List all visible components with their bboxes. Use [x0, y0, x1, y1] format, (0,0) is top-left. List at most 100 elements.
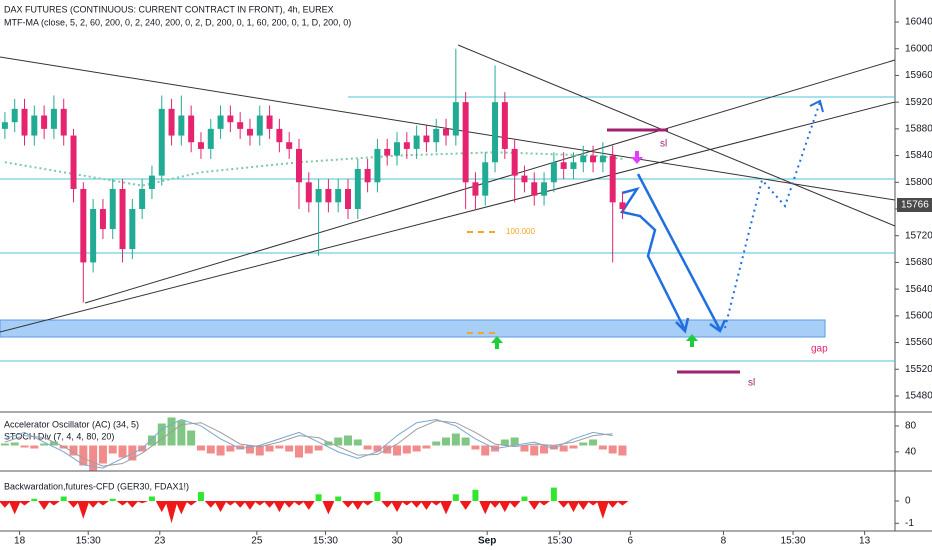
candle-body: [237, 122, 244, 129]
hist-spike: [136, 501, 149, 504]
candle-body: [541, 182, 548, 196]
candle-body: [374, 148, 381, 183]
hist-spike: [381, 501, 394, 508]
ac-bar: [530, 445, 539, 456]
indicator-label: STOCH Div (7, 4, 4, 80, 20): [4, 431, 114, 441]
hist-spike: [185, 501, 198, 506]
candle-body: [227, 115, 234, 123]
ac-bar: [481, 445, 490, 456]
y-tick-label: 15520: [905, 364, 932, 375]
x-tick-label: 8: [721, 536, 727, 547]
candle-body: [501, 102, 508, 149]
hist-bar: [148, 496, 155, 501]
candle-body: [521, 175, 528, 183]
hist-spike: [391, 501, 404, 513]
hist-spike: [606, 501, 619, 508]
ac-bar: [236, 445, 245, 450]
candle-body: [41, 115, 48, 129]
ac-bar: [344, 435, 353, 446]
hist-spike: [234, 501, 247, 508]
trend-line: [84, 59, 896, 304]
candle-body: [462, 102, 469, 183]
candle-body: [80, 188, 87, 263]
candle-body: [590, 155, 597, 163]
projection-dotted: [724, 101, 821, 329]
ac-bar: [334, 437, 343, 446]
trend-line: [0, 101, 896, 333]
hist-spike: [567, 501, 580, 513]
x-tick-label: 25: [251, 536, 263, 547]
hist-bar: [109, 498, 116, 501]
candle-body: [90, 209, 97, 263]
hist-spike: [165, 501, 178, 524]
candle-body: [109, 188, 116, 230]
y-tick-label: 15480: [905, 391, 932, 402]
annotation-label: gap: [811, 344, 828, 355]
annotation-label: sl: [748, 378, 755, 389]
ac-bar: [471, 445, 480, 450]
hist-spike: [342, 501, 355, 508]
y-tick-label: 80: [905, 421, 917, 432]
hist-spike: [18, 501, 31, 506]
ac-bar: [618, 445, 627, 456]
hist-spike: [283, 501, 296, 508]
hist-spike: [596, 501, 609, 519]
fib-label: 100.000: [506, 227, 535, 236]
candle-body: [580, 155, 587, 163]
y-tick-label: 40: [905, 447, 917, 458]
hist-spike: [587, 501, 600, 506]
hist-spike: [87, 501, 100, 508]
hist-spike: [77, 501, 90, 519]
ac-bar: [363, 445, 372, 450]
candle-body: [531, 182, 538, 196]
hist-spike: [0, 501, 11, 508]
ac-bar: [451, 433, 460, 446]
ac-bar: [540, 445, 549, 454]
y-tick-label: 16040: [905, 17, 932, 28]
candle-body: [168, 108, 175, 136]
candle-body: [188, 115, 195, 143]
y-tick-label: 15960: [905, 70, 932, 81]
candle-body: [1, 122, 8, 129]
hist-spike: [243, 501, 256, 510]
candle-body: [158, 108, 165, 176]
candle-body: [609, 155, 616, 203]
hist-spike: [420, 501, 433, 510]
arrow-head: [809, 99, 824, 113]
trend-line: [457, 44, 896, 227]
x-tick-label: 15:30: [781, 536, 806, 547]
hist-bar: [31, 498, 38, 501]
ac-bar: [500, 439, 509, 446]
hist-spike: [214, 501, 227, 513]
ac-bar: [98, 445, 107, 464]
hist-bar: [60, 496, 67, 501]
projection-arrow: [619, 186, 687, 331]
candle-body: [315, 188, 322, 203]
hist-spike: [116, 501, 129, 506]
ac-bar: [510, 437, 519, 446]
hist-bar: [197, 492, 204, 501]
y-tick-label: 15600: [905, 310, 932, 321]
hist-bar: [472, 489, 479, 501]
ac-bar: [157, 423, 166, 446]
x-tick-label: 15:30: [76, 536, 101, 547]
ac-bar: [40, 443, 49, 446]
hist-spike: [253, 501, 266, 506]
candle-body: [560, 162, 567, 169]
candle-body: [413, 135, 420, 149]
ac-bar: [314, 445, 323, 451]
candle-body: [335, 188, 342, 203]
hist-spike: [498, 501, 511, 513]
hist-spike: [508, 501, 521, 508]
last-price-label: 15766: [901, 200, 929, 211]
ac-bar: [30, 445, 39, 449]
hist-spike: [410, 501, 423, 508]
ac-bar: [206, 445, 215, 454]
hist-spike: [224, 501, 237, 506]
ac-bar: [402, 445, 411, 454]
x-tick-label: 30: [391, 536, 403, 547]
ac-bar: [393, 445, 402, 456]
ac-bar: [20, 445, 29, 448]
ac-bar: [598, 445, 607, 450]
